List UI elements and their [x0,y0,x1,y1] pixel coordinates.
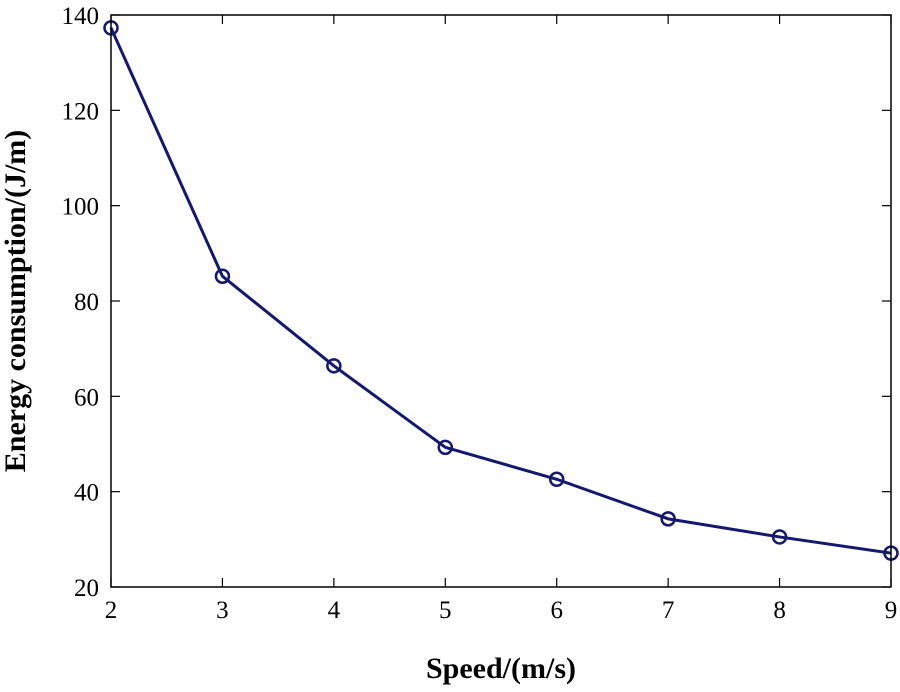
y-tick-label: 60 [74,384,99,411]
series-line [109,27,892,555]
x-tick-label: 7 [662,597,675,624]
y-tick-label: 80 [74,289,99,316]
data-point-marker [326,358,342,374]
y-tick-label: 140 [62,3,100,30]
y-tick-label: 120 [62,98,100,125]
x-tick-label: 8 [773,597,786,624]
ticks-layer: 2 3 4 5 6 7 8 9 20 40 60 80 100 120 140 [62,3,898,624]
x-tick-label: 2 [105,597,118,624]
y-tick-label: 20 [74,575,99,602]
y-axis-title: Energy consumption/(J/m) [0,130,32,473]
x-tick-label: 6 [550,597,563,624]
data-point-marker [437,439,454,456]
data-point-marker [660,511,676,527]
y-tick-label: 100 [62,194,100,221]
x-axis-title: Speed/(m/s) [426,652,576,685]
data-point-marker [214,268,231,284]
series-layer [103,20,899,561]
x-tick-label: 5 [439,597,452,624]
plot-frame [110,14,892,588]
x-tick-label: 4 [328,597,341,624]
x-tick-label: 3 [216,597,229,624]
data-point-marker [548,471,565,488]
data-point-marker [771,529,788,545]
x-tick-label: 9 [885,597,898,624]
y-tick-label: 40 [74,480,99,507]
